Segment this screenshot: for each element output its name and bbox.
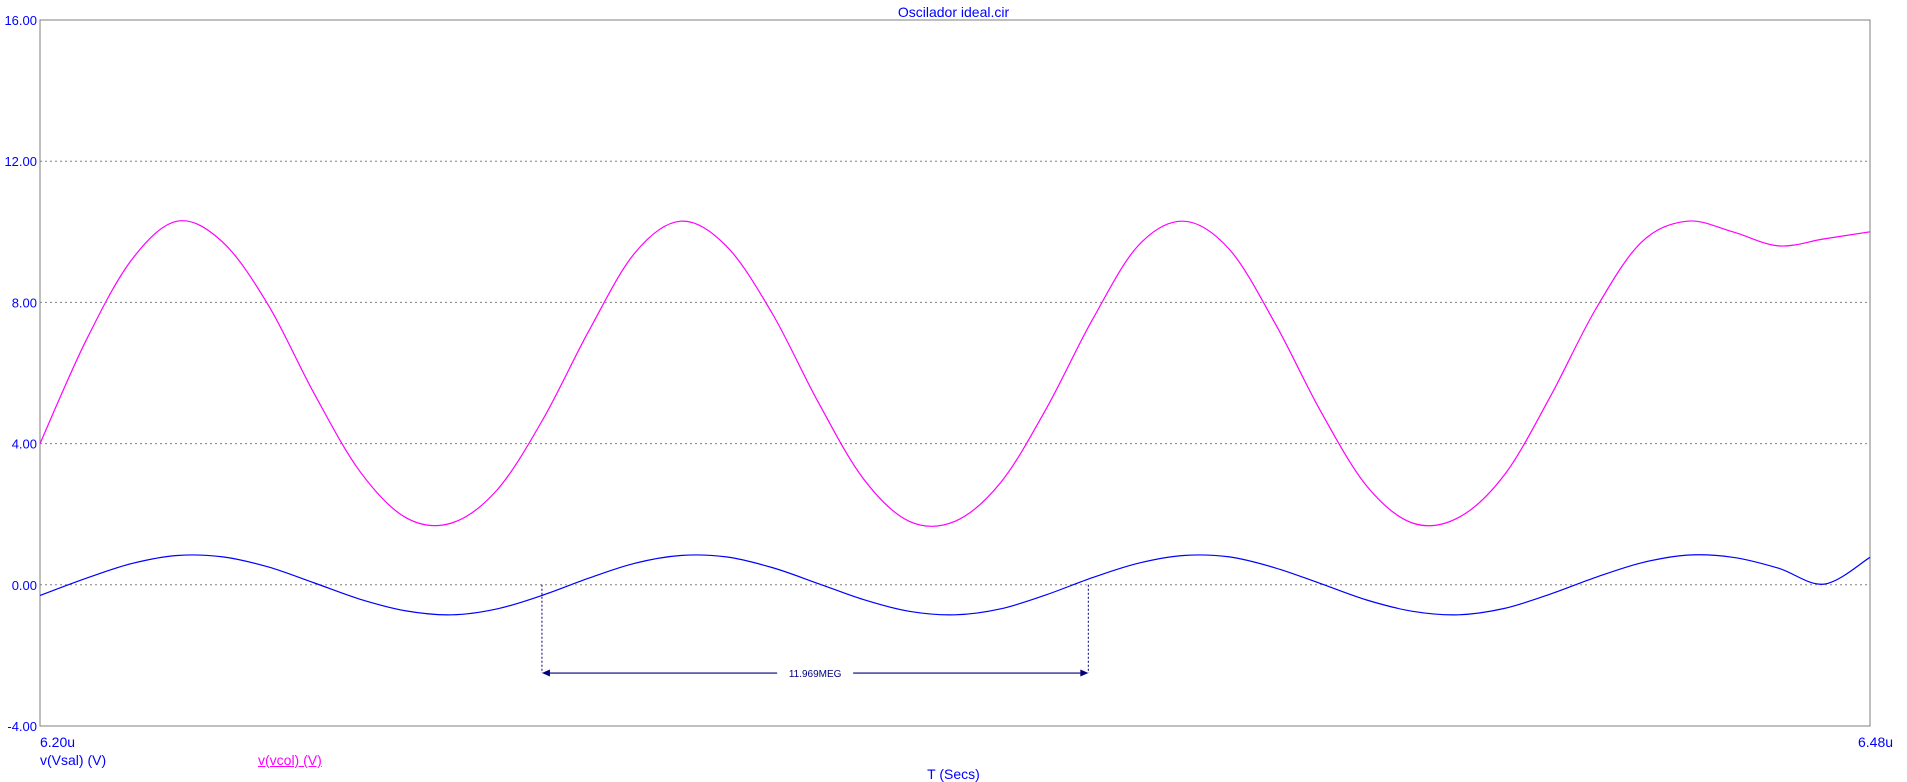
y-tick-label: 12.00 bbox=[4, 154, 37, 169]
plot-frame bbox=[39, 19, 1871, 727]
y-tick-label: 4.00 bbox=[12, 437, 37, 452]
y-tick-label: 16.00 bbox=[4, 13, 37, 28]
x-min-label: 6.20u bbox=[40, 734, 76, 750]
measure-arrow-right bbox=[1080, 669, 1089, 677]
series-line-1 bbox=[39, 220, 1871, 527]
legend-vsal[interactable]: v(Vsal) (V) bbox=[40, 752, 107, 768]
measure-arrow-left bbox=[541, 669, 550, 677]
y-tick-label: 8.00 bbox=[12, 295, 37, 310]
frequency-measurement: 11.969MEG bbox=[541, 584, 1089, 680]
series-line-0 bbox=[39, 554, 1871, 616]
x-max-label: 6.48u bbox=[1858, 734, 1894, 750]
chart-title: Oscilador ideal.cir bbox=[897, 4, 1010, 20]
legend-vcol[interactable]: v(vcol) (V) bbox=[258, 752, 322, 768]
y-tick-labels: -4.00 0.00 4.00 8.00 12.00 16.00 bbox=[4, 13, 37, 734]
measure-label: 11.969MEG bbox=[789, 669, 842, 680]
y-tick-label: 0.00 bbox=[12, 578, 37, 593]
y-tick-label: -4.00 bbox=[7, 719, 37, 734]
series-group bbox=[39, 220, 1871, 616]
x-axis-label: T (Secs) bbox=[927, 766, 980, 782]
grid-lines bbox=[40, 160, 1870, 586]
